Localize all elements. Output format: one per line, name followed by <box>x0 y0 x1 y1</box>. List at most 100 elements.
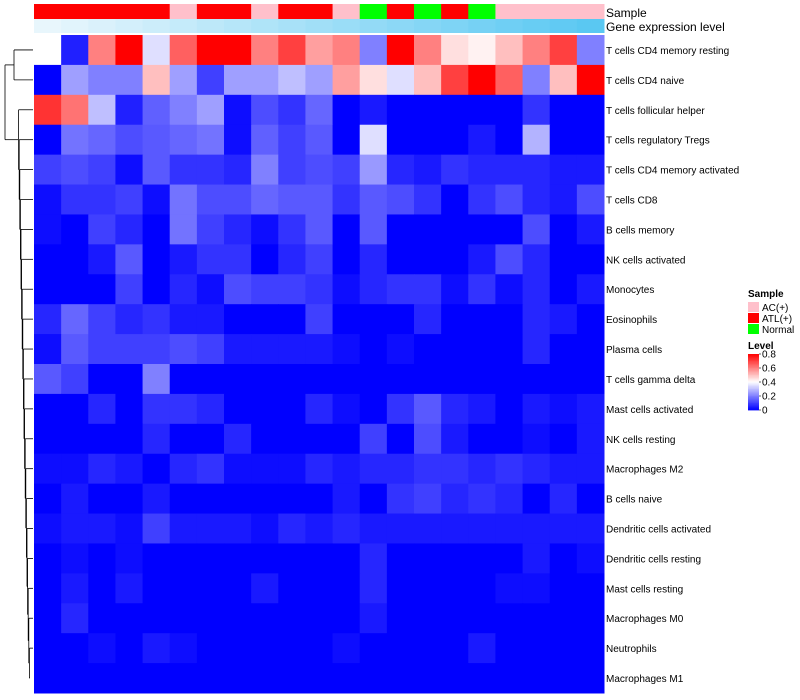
heatmap-cell <box>61 423 89 455</box>
heatmap-cell <box>196 423 225 455</box>
heatmap-cell <box>196 663 225 694</box>
row-label: T cells regulatory Tregs <box>606 136 710 147</box>
heatmap-cell <box>468 513 496 544</box>
heatmap-cell <box>332 334 361 365</box>
heatmap-cell <box>169 663 198 694</box>
heatmap-cell <box>142 154 171 186</box>
heatmap-cell <box>61 214 89 245</box>
heatmap-cell <box>251 244 279 275</box>
heatmap-cell <box>359 94 388 126</box>
heatmap-cell <box>495 513 524 544</box>
heatmap-cell <box>115 35 144 66</box>
heatmap-cell <box>169 334 198 365</box>
heatmap-cell <box>61 274 89 305</box>
heatmap-cell <box>88 543 116 574</box>
heatmap-cell <box>468 35 496 66</box>
heatmap-cell <box>305 663 334 694</box>
heatmap-cell <box>468 184 496 215</box>
level-colorbar-segment <box>748 366 759 369</box>
heatmap-cell <box>495 334 524 365</box>
heatmap-cell <box>549 513 578 544</box>
heatmap-cell <box>441 513 469 544</box>
heatmap-cell <box>115 184 144 215</box>
heatmap-cell <box>359 483 388 515</box>
heatmap-cell <box>115 214 144 245</box>
heatmap-cell <box>468 334 496 365</box>
level-colorbar-segment <box>748 403 759 405</box>
heatmap-cell <box>576 184 605 215</box>
heatmap-cell <box>386 543 415 574</box>
level-colorbar-segment <box>748 369 759 372</box>
heatmap-cell <box>142 423 171 455</box>
row-label: Mast cells resting <box>606 584 683 595</box>
heatmap-cell <box>34 154 62 186</box>
heatmap-cell <box>495 244 524 275</box>
heatmap-cell <box>61 573 89 604</box>
heatmap-cell <box>576 543 605 574</box>
heatmap-cell <box>115 573 144 604</box>
heatmap-cell <box>169 543 198 574</box>
heatmap-cell <box>576 64 605 96</box>
level-colorbar-segment <box>748 358 759 360</box>
heatmap-cell <box>278 483 306 515</box>
level-colorbar-segment <box>748 405 759 408</box>
heatmap-cell <box>495 364 524 395</box>
heatmap-cell <box>522 633 551 664</box>
heatmap-cell <box>386 364 415 395</box>
heatmap-cell <box>359 573 388 604</box>
level-colorbar-segment <box>748 394 759 397</box>
heatmap-cell <box>61 304 89 335</box>
heatmap-cell <box>142 94 171 126</box>
row-label: B cells memory <box>606 225 674 236</box>
heatmap-cell <box>115 94 144 126</box>
heatmap-cell <box>495 543 524 574</box>
heatmap-cell <box>61 244 89 275</box>
level-colorbar-segment <box>748 379 759 381</box>
heatmap-cell <box>34 663 62 694</box>
heatmap-cell <box>278 573 306 604</box>
heatmap-cell <box>359 423 388 455</box>
expression-annotation-cell <box>522 19 551 33</box>
sample-annotation-label: Sample <box>606 6 647 20</box>
level-colorbar-segment <box>748 355 759 358</box>
heatmap-cell <box>414 633 442 664</box>
row-dendrogram <box>4 49 33 679</box>
row-label: T cells gamma delta <box>606 375 696 386</box>
level-colorbar-segment <box>748 397 759 400</box>
heatmap-cell <box>305 364 334 395</box>
heatmap-cell <box>34 244 62 275</box>
heatmap-cell <box>305 513 334 544</box>
heatmap-cell <box>414 543 442 574</box>
heatmap-cell <box>88 573 116 604</box>
heatmap-cell <box>34 64 62 96</box>
heatmap-cell <box>34 304 62 335</box>
sample-annotation-cell <box>142 4 171 19</box>
heatmap-cell <box>386 633 415 664</box>
sample-annotation-cell <box>251 4 279 19</box>
heatmap-cell <box>61 154 89 186</box>
heatmap-cell <box>468 154 496 186</box>
heatmap-cell <box>495 393 524 425</box>
row-label: T cells follicular helper <box>606 106 705 117</box>
expression-annotation-cell <box>169 19 198 33</box>
heatmap-cell <box>115 483 144 515</box>
heatmap-cell <box>196 304 225 335</box>
heatmap-cell <box>522 64 551 96</box>
heatmap-cell <box>278 663 306 694</box>
level-colorbar-segment <box>748 362 759 365</box>
sample-annotation-cell <box>88 4 116 19</box>
heatmap-cell <box>278 603 306 634</box>
sample-annotation-cell <box>196 4 225 19</box>
sample-annotation-cell <box>468 4 496 19</box>
heatmap-cell <box>414 603 442 634</box>
heatmap-cell <box>414 274 442 305</box>
level-tick-label: 0.6 <box>762 364 776 375</box>
heatmap-cell <box>576 244 605 275</box>
heatmap-cell <box>305 94 334 126</box>
heatmap-cell <box>441 453 469 485</box>
heatmap-cell <box>359 633 388 664</box>
heatmap-cell <box>495 124 524 156</box>
heatmap-cell <box>359 244 388 275</box>
heatmap-cell <box>278 364 306 395</box>
heatmap-cell <box>251 573 279 604</box>
